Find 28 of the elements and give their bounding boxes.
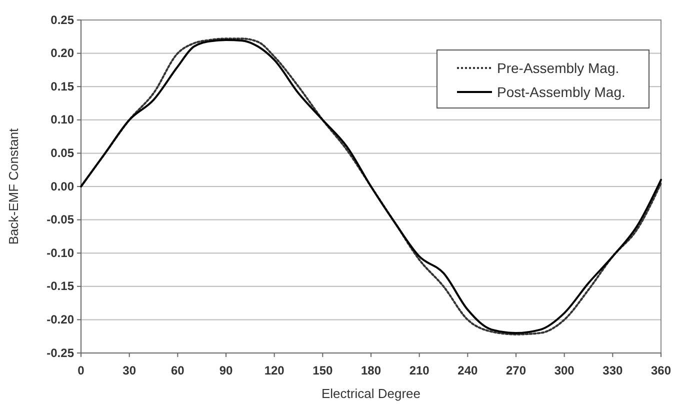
legend-label: Pre-Assembly Mag.	[497, 60, 620, 76]
legend-label: Post-Assembly Mag.	[497, 84, 626, 100]
x-axis-title: Electrical Degree	[322, 386, 420, 401]
x-tick-label: 360	[650, 363, 672, 378]
x-tick-label: 210	[409, 363, 430, 378]
x-tick-label: 240	[458, 363, 478, 378]
y-tick-label: -0.20	[46, 312, 74, 327]
y-axis-title: Back-EMF Constant	[6, 128, 21, 245]
x-tick-label: 180	[360, 363, 382, 378]
y-tick-label: 0.00	[50, 179, 74, 194]
y-tick-label: 0.15	[50, 79, 74, 94]
y-tick-label: 0.20	[50, 46, 74, 60]
y-tick-label: 0.10	[50, 112, 74, 127]
y-tick-label: -0.25	[46, 346, 74, 360]
y-tick-label: -0.10	[46, 246, 74, 260]
x-tick-label: 300	[554, 363, 575, 378]
y-tick-label: -0.15	[46, 279, 74, 294]
y-tick-label: -0.05	[46, 212, 74, 227]
y-tick-label: 0.05	[50, 146, 74, 160]
x-tick-label: 150	[312, 363, 333, 378]
x-tick-label: 330	[602, 363, 623, 378]
x-tick-label: 120	[264, 363, 285, 378]
x-tick-label: 0	[78, 363, 85, 378]
x-tick-label: 270	[506, 363, 526, 378]
x-tick-label: 90	[219, 363, 233, 378]
x-tick-label: 60	[170, 363, 185, 378]
x-tick-label: 30	[122, 363, 136, 378]
y-tick-label: 0.25	[50, 12, 74, 27]
